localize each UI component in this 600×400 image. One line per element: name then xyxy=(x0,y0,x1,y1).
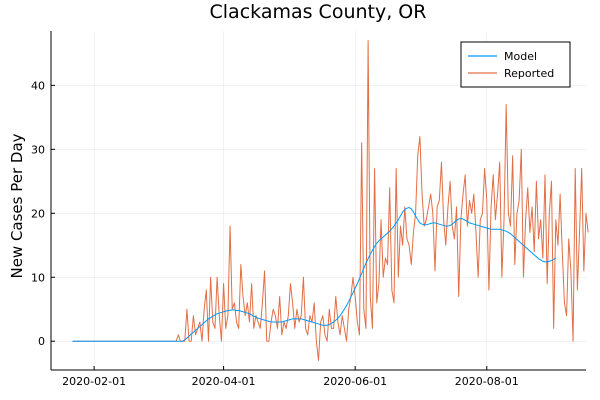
x-tick-label: 2020-08-01 xyxy=(455,375,519,388)
y-axis-title: New Cases Per Day xyxy=(8,133,26,278)
y-tick-label: 20 xyxy=(31,207,45,220)
series-line-reported xyxy=(72,40,589,361)
y-tick-label: 30 xyxy=(31,143,45,156)
x-tick-label: 2020-04-01 xyxy=(192,375,256,388)
chart-title: Clackamas County, OR xyxy=(210,1,427,23)
y-tick-label: 0 xyxy=(38,335,45,348)
legend-layer: Model Reported xyxy=(460,41,571,88)
legend-box xyxy=(460,41,571,88)
axes-layer: 0 10 20 30 40 2020-02-01 2020-04-01 2020-06-01 2… xyxy=(31,31,586,388)
x-tick-label: 2020-02-01 xyxy=(62,375,126,388)
series-layer xyxy=(72,40,589,361)
legend-label-reported: Reported xyxy=(504,67,554,80)
y-tick-label: 40 xyxy=(31,79,45,92)
series-line-model xyxy=(72,207,557,342)
x-tick-label: 2020-06-01 xyxy=(323,375,387,388)
legend-label-model: Model xyxy=(504,50,537,63)
y-tick-label: 10 xyxy=(31,271,45,284)
